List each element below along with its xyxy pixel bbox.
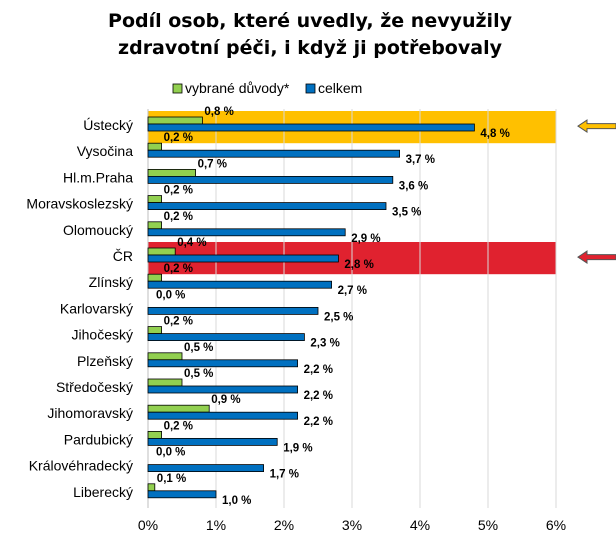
category-label-pardubicky: Pardubický — [64, 431, 133, 447]
bar-vybrane-duvody-jihocesky — [147, 326, 162, 335]
data-label-vybrane-duvody-cr: 0,4 % — [177, 237, 206, 249]
bar-celkem-zlinsky — [147, 280, 333, 289]
bar-celkem-plzensky — [147, 359, 299, 368]
bar-vybrane-duvody-vysocina — [147, 142, 162, 151]
data-label-celkem-jihocesky: 2,3 % — [310, 338, 339, 350]
category-label-moravskoslezsky: Moravskoslezský — [26, 196, 133, 212]
legend-swatch-vybrane-duvody — [172, 83, 183, 94]
bar-celkem-olomoucky — [147, 228, 346, 237]
highlight-arrow-ustecky — [577, 119, 616, 134]
bar-vybrane-duvody-liberecky — [147, 483, 156, 492]
data-label-celkem-vysocina: 3,7 % — [406, 154, 435, 166]
category-label-zlinsky: Zlínský — [89, 274, 133, 290]
data-label-celkem-plzensky: 2,2 % — [304, 364, 333, 376]
bar-celkem-stredocesky — [147, 385, 299, 394]
category-label-karlovarsky: Karlovarský — [60, 300, 133, 316]
data-label-celkem-stredocesky: 2,2 % — [304, 390, 333, 402]
legend: vybrané důvody* celkem — [172, 80, 362, 96]
data-label-vybrane-duvody-karlovarsky: 0,0 % — [156, 289, 185, 301]
highlight-arrows — [577, 119, 616, 265]
data-label-celkem-moravskoslezsky: 3,5 % — [392, 207, 421, 219]
x-tick-label-6: 6% — [546, 517, 566, 533]
category-label-vysocina: Vysočina — [77, 143, 134, 159]
data-label-vybrane-duvody-kralovehradecky: 0,0 % — [156, 447, 185, 459]
data-label-celkem-kralovehradecky: 1,7 % — [270, 469, 299, 481]
x-tick-label-0: 0% — [138, 517, 158, 533]
bar-celkem-pardubicky — [147, 437, 278, 446]
data-label-vybrane-duvody-jihocesky: 0,2 % — [164, 316, 193, 328]
data-label-vybrane-duvody-ustecky: 0,8 % — [204, 106, 233, 118]
data-labels: 0,8 % 4,8 % 0,2 % 3,7 % 0,7 % 3,6 % 0,2 % 3,5 %… — [156, 106, 510, 507]
category-label-liberecky: Liberecký — [73, 484, 133, 500]
data-label-celkem-hl-m-praha: 3,6 % — [399, 180, 428, 192]
title-line-2: zdravotní péči, i když ji potřebovaly — [118, 37, 503, 59]
bar-celkem-jihocesky — [147, 333, 305, 342]
x-tick-label-1: 1% — [206, 517, 226, 533]
category-label-plzensky: Plzeňský — [77, 353, 133, 369]
bar-vybrane-duvody-olomoucky — [147, 221, 162, 230]
bar-celkem-moravskoslezsky — [147, 202, 387, 211]
bar-vybrane-duvody-pardubicky — [147, 430, 162, 439]
data-label-celkem-jihomoravsky: 2,2 % — [304, 416, 333, 428]
bar-vybrane-duvody-stredocesky — [147, 378, 183, 387]
title-line-1: Podíl osob, které uvedly, že nevyužily — [108, 10, 513, 32]
legend-label-celkem: celkem — [318, 80, 362, 96]
data-label-vybrane-duvody-liberecky: 0,1 % — [157, 473, 186, 485]
bar-celkem-hl-m-praha — [147, 175, 394, 184]
category-label-olomoucky: Olomoucký — [63, 222, 133, 238]
highlight-arrow-cr — [577, 250, 616, 265]
bars — [147, 116, 475, 499]
category-label-jihocesky: Jihočeský — [72, 327, 133, 343]
data-label-vybrane-duvody-hl-m-praha: 0,7 % — [198, 158, 227, 170]
bar-celkem-ustecky — [147, 123, 475, 132]
bar-vybrane-duvody-plzensky — [147, 352, 183, 361]
bar-vybrane-duvody-cr — [147, 247, 176, 256]
legend-swatch-celkem — [305, 83, 316, 94]
data-label-vybrane-duvody-stredocesky: 0,5 % — [184, 368, 213, 380]
data-label-celkem-liberecky: 1,0 % — [222, 495, 251, 507]
bar-vybrane-duvody-zlinsky — [147, 273, 162, 282]
chart-title: Podíl osob, které uvedly, že nevyužily zd… — [108, 10, 513, 59]
data-label-vybrane-duvody-pardubicky: 0,2 % — [164, 420, 193, 432]
x-tick-labels: 0% 1% 2% 3% 4% 5% 6% — [138, 517, 566, 533]
data-label-vybrane-duvody-olomoucky: 0,2 % — [164, 211, 193, 223]
category-label-cr: ČR — [113, 248, 133, 264]
data-label-celkem-karlovarsky: 2,5 % — [324, 311, 353, 323]
data-label-celkem-zlinsky: 2,7 % — [338, 285, 367, 297]
data-label-celkem-olomoucky: 2,9 % — [351, 233, 380, 245]
bar-vybrane-duvody-moravskoslezsky — [147, 195, 162, 204]
data-label-celkem-cr: 2,8 % — [344, 259, 373, 271]
x-tick-label-5: 5% — [478, 517, 498, 533]
data-label-vybrane-duvody-jihomoravsky: 0,9 % — [211, 394, 240, 406]
x-tick-label-3: 3% — [342, 517, 362, 533]
data-label-celkem-ustecky: 4,8 % — [480, 128, 509, 140]
data-label-vybrane-duvody-moravskoslezsky: 0,2 % — [164, 185, 193, 197]
bar-vybrane-duvody-hl-m-praha — [147, 168, 196, 177]
data-label-celkem-pardubicky: 1,9 % — [283, 442, 312, 454]
x-tick-label-2: 2% — [274, 517, 294, 533]
category-label-ustecky: Ústecký — [83, 117, 133, 133]
bar-celkem-karlovarsky — [147, 306, 319, 315]
bar-celkem-jihomoravsky — [147, 411, 299, 420]
category-label-hl-m-praha: Hl.m.Praha — [63, 169, 133, 185]
legend-label-vybrane-duvody: vybrané důvody* — [185, 80, 290, 96]
bar-celkem-cr — [147, 254, 339, 263]
bar-vybrane-duvody-jihomoravsky — [147, 404, 210, 413]
bar-celkem-kralovehradecky — [147, 464, 264, 473]
x-tick-label-4: 4% — [410, 517, 430, 533]
category-label-kralovehradecky: Královéhradecký — [29, 458, 133, 474]
bar-vybrane-duvody-ustecky — [147, 116, 203, 125]
category-label-stredocesky: Středočeský — [56, 379, 133, 395]
bar-celkem-liberecky — [147, 490, 217, 499]
category-labels: Ústecký Vysočina Hl.m.Praha Moravskoslezský… — [26, 117, 133, 500]
data-label-vybrane-duvody-zlinsky: 0,2 % — [164, 263, 193, 275]
data-label-vybrane-duvody-plzensky: 0,5 % — [184, 342, 213, 354]
data-label-vybrane-duvody-vysocina: 0,2 % — [164, 132, 193, 144]
bar-celkem-vysocina — [147, 149, 401, 158]
category-label-jihomoravsky: Jihomoravský — [47, 405, 133, 421]
